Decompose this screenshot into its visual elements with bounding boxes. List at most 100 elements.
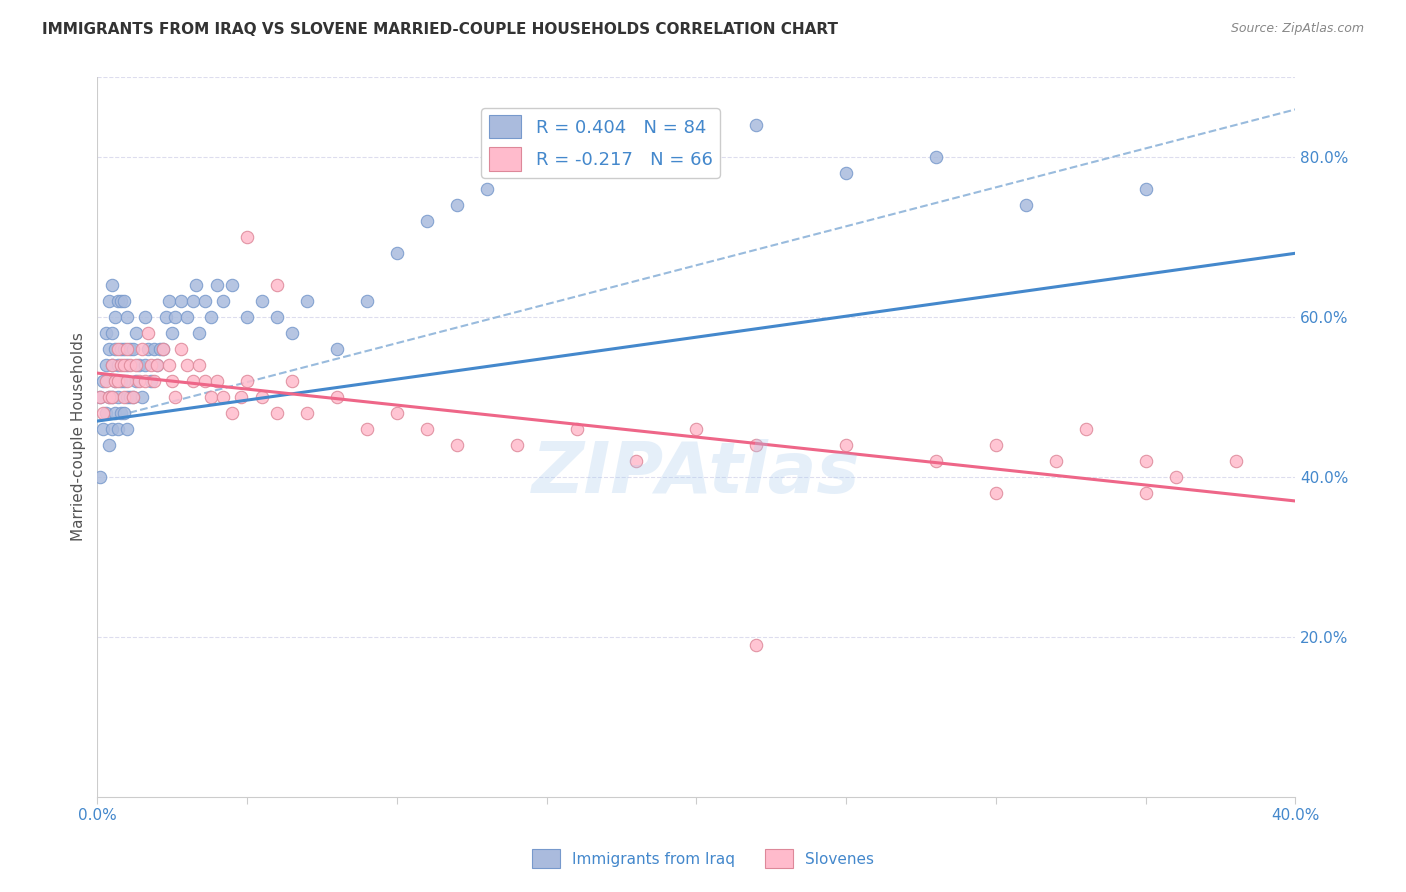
Point [236, 310, 259, 325]
Point [925, 454, 948, 468]
Point [221, 278, 243, 293]
Point [194, 374, 217, 388]
Point [93, 422, 115, 436]
Point [266, 310, 288, 325]
Point [101, 278, 124, 293]
Point [925, 150, 948, 164]
Point [626, 454, 648, 468]
Point [117, 310, 139, 325]
Point [143, 374, 166, 388]
Point [170, 294, 193, 309]
Point [157, 294, 180, 309]
Text: ZIPAtlas: ZIPAtlas [531, 439, 860, 508]
Point [107, 374, 129, 388]
Point [112, 358, 135, 372]
Point [98, 390, 121, 404]
Point [101, 390, 124, 404]
Point [120, 342, 142, 356]
Point [110, 374, 132, 388]
Point [101, 358, 124, 372]
Point [141, 358, 163, 372]
Point [186, 278, 208, 293]
Point [835, 166, 858, 180]
Point [229, 390, 252, 404]
Point [212, 390, 235, 404]
Point [146, 358, 169, 372]
Point [117, 358, 139, 372]
Point [281, 326, 304, 341]
Point [1135, 486, 1157, 500]
Point [128, 358, 150, 372]
Point [101, 422, 124, 436]
Point [165, 390, 187, 404]
Point [1135, 182, 1157, 196]
Point [835, 438, 858, 452]
Point [146, 358, 169, 372]
Point [194, 294, 217, 309]
Point [107, 422, 129, 436]
Point [281, 374, 304, 388]
Point [112, 390, 135, 404]
Point [98, 438, 121, 452]
Point [125, 326, 148, 341]
Point [134, 358, 156, 372]
Point [176, 358, 198, 372]
Legend: Immigrants from Iraq, Slovenes: Immigrants from Iraq, Slovenes [524, 841, 882, 875]
Point [385, 246, 408, 260]
Point [200, 390, 222, 404]
Point [112, 342, 135, 356]
Point [112, 374, 135, 388]
Point [96, 358, 118, 372]
Point [143, 342, 166, 356]
Point [188, 326, 211, 341]
Point [157, 358, 180, 372]
Point [96, 406, 118, 420]
Point [565, 150, 588, 164]
Point [93, 406, 115, 420]
Point [101, 358, 124, 372]
Point [295, 294, 318, 309]
Point [984, 438, 1007, 452]
Point [1045, 454, 1067, 468]
Point [165, 310, 187, 325]
Point [107, 358, 129, 372]
Point [565, 422, 588, 436]
Point [110, 342, 132, 356]
Point [131, 390, 153, 404]
Point [205, 278, 228, 293]
Point [122, 390, 145, 404]
Text: IMMIGRANTS FROM IRAQ VS SLOVENE MARRIED-COUPLE HOUSEHOLDS CORRELATION CHART: IMMIGRANTS FROM IRAQ VS SLOVENE MARRIED-… [42, 22, 838, 37]
Point [125, 374, 148, 388]
Point [266, 406, 288, 420]
Point [120, 390, 142, 404]
Point [356, 422, 378, 436]
Point [120, 358, 142, 372]
Point [117, 422, 139, 436]
Point [101, 390, 124, 404]
Point [160, 374, 183, 388]
Point [89, 390, 111, 404]
Point [745, 119, 768, 133]
Point [112, 406, 135, 420]
Point [110, 294, 132, 309]
Point [200, 310, 222, 325]
Point [446, 438, 468, 452]
Point [136, 326, 159, 341]
Point [655, 127, 678, 141]
Point [326, 390, 349, 404]
Point [266, 278, 288, 293]
Point [104, 374, 127, 388]
Point [110, 406, 132, 420]
Point [134, 310, 156, 325]
Point [107, 342, 129, 356]
Point [104, 342, 127, 356]
Point [93, 374, 115, 388]
Point [104, 310, 127, 325]
Point [134, 374, 156, 388]
Point [685, 422, 707, 436]
Point [170, 342, 193, 356]
Point [236, 374, 259, 388]
Point [104, 406, 127, 420]
Point [984, 486, 1007, 500]
Point [117, 374, 139, 388]
